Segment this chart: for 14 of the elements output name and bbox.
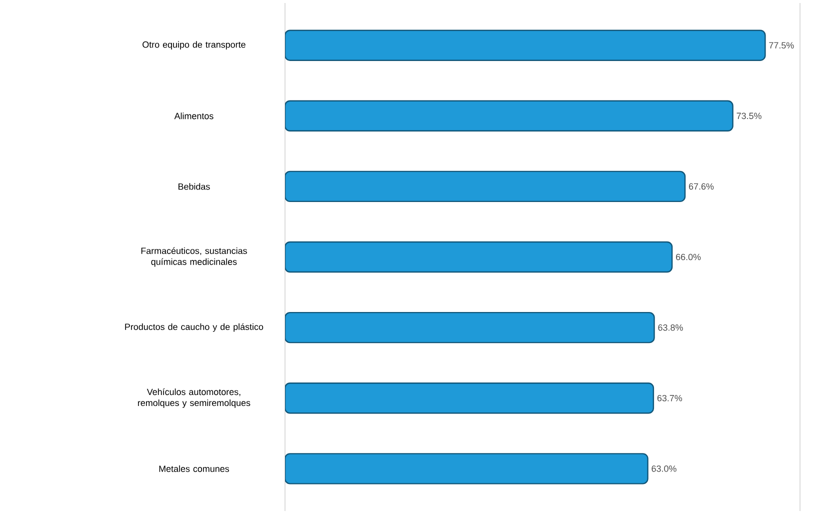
data-label: 73.5% bbox=[736, 112, 762, 120]
y-tick-label: Farmacéuticos, sustancias químicas medicinales bbox=[141, 247, 247, 267]
y-tick-label: Productos de caucho y de plástico bbox=[125, 323, 264, 332]
data-label: 67.6% bbox=[688, 183, 714, 190]
y-tick-label: Bebidas bbox=[178, 183, 210, 190]
data-label: 66.0% bbox=[676, 254, 701, 260]
data-label: 63.7% bbox=[657, 394, 682, 402]
data-label: 77.5% bbox=[769, 42, 794, 48]
y-tick-label: Otro equipo de transporte bbox=[142, 41, 246, 50]
y-tick-label: Metales comunes bbox=[159, 465, 230, 472]
y-tick-label: Alimentos bbox=[174, 112, 214, 120]
y-tick-label: Vehículos automotores, remolques y semiremolques bbox=[138, 388, 250, 408]
data-label: 63.8% bbox=[658, 324, 683, 331]
data-label: 63.0% bbox=[652, 465, 676, 472]
